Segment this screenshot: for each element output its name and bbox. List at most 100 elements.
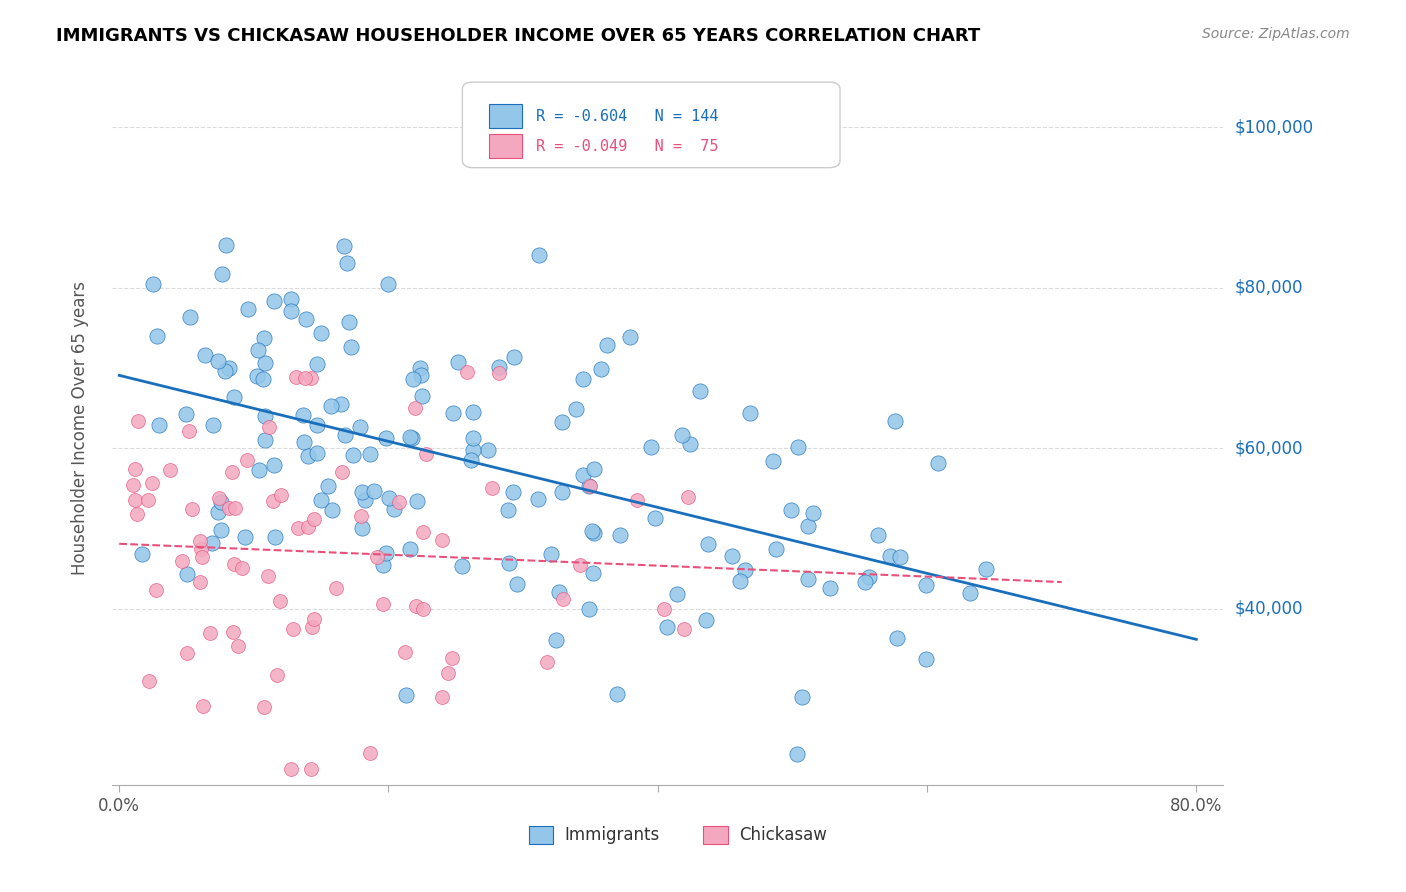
Point	[481, 482, 503, 496]
Bar	[489, 104, 523, 128]
Point	[146, 329, 169, 343]
Point	[224, 558, 246, 572]
Point	[591, 362, 613, 376]
Point	[224, 501, 246, 516]
Point	[578, 479, 600, 493]
Point	[666, 587, 689, 601]
Point	[786, 440, 808, 454]
Point	[437, 665, 460, 680]
Text: $80,000: $80,000	[1234, 279, 1303, 297]
Point	[762, 454, 785, 468]
Point	[180, 502, 202, 516]
Point	[886, 631, 908, 645]
Point	[565, 401, 588, 416]
Point	[503, 351, 526, 365]
Point	[406, 493, 429, 508]
Point	[363, 483, 385, 498]
Point	[619, 330, 641, 344]
Point	[553, 592, 575, 607]
Point	[253, 409, 276, 423]
Point	[226, 639, 249, 653]
Point	[124, 462, 146, 476]
Point	[254, 356, 277, 370]
Point	[209, 495, 232, 509]
Point	[377, 491, 399, 505]
Point	[201, 417, 224, 432]
Point	[177, 424, 200, 438]
Point	[256, 569, 278, 583]
Point	[551, 484, 574, 499]
Point	[388, 495, 411, 509]
Bar	[529, 826, 554, 844]
Point	[375, 546, 398, 560]
Point	[959, 586, 981, 600]
Point	[297, 519, 319, 533]
Point	[170, 553, 193, 567]
Point	[786, 747, 808, 762]
Point	[176, 647, 198, 661]
Point	[141, 476, 163, 491]
Point	[914, 651, 936, 665]
Point	[352, 521, 374, 535]
Point	[336, 256, 359, 270]
Point	[456, 365, 478, 379]
Point	[264, 530, 287, 544]
Point	[207, 491, 229, 506]
Point	[569, 558, 592, 572]
Point	[432, 690, 454, 705]
Text: R = -0.049   N =  75: R = -0.049 N = 75	[536, 139, 718, 153]
Point	[302, 512, 325, 526]
Point	[498, 557, 520, 571]
Point	[263, 293, 285, 308]
Point	[207, 505, 229, 519]
Point	[319, 399, 342, 413]
Point	[207, 354, 229, 368]
Point	[673, 622, 696, 636]
Point	[366, 550, 388, 565]
Point	[253, 434, 276, 448]
Point	[411, 389, 433, 403]
Point	[540, 547, 562, 561]
Point	[266, 668, 288, 682]
Point	[148, 417, 170, 432]
Point	[373, 597, 395, 611]
Text: $100,000: $100,000	[1234, 119, 1313, 136]
Point	[399, 541, 422, 556]
Point	[461, 443, 484, 458]
Point	[285, 369, 308, 384]
Point	[188, 534, 211, 549]
Point	[377, 277, 399, 291]
Point	[547, 584, 569, 599]
Point	[191, 549, 214, 564]
Point	[222, 390, 245, 404]
Point	[125, 508, 148, 522]
Point	[174, 407, 197, 421]
Point	[269, 594, 291, 608]
Point	[246, 368, 269, 383]
Point	[583, 461, 606, 475]
Point	[695, 613, 717, 627]
Point	[280, 303, 302, 318]
Point	[430, 533, 453, 547]
Point	[309, 326, 332, 340]
Point	[696, 536, 718, 550]
Point	[536, 655, 558, 669]
Point	[218, 360, 240, 375]
Point	[765, 542, 787, 557]
Point	[441, 406, 464, 420]
Point	[488, 366, 510, 380]
Point	[252, 372, 274, 386]
Point	[302, 612, 325, 626]
Point	[287, 520, 309, 534]
Point	[395, 689, 418, 703]
Point	[572, 372, 595, 386]
Point	[247, 343, 270, 358]
Point	[354, 493, 377, 508]
Point	[299, 371, 322, 385]
Point	[138, 492, 160, 507]
Point	[252, 700, 274, 714]
Point	[337, 315, 360, 329]
Point	[402, 372, 425, 386]
Point	[142, 277, 165, 291]
Point	[477, 443, 499, 458]
